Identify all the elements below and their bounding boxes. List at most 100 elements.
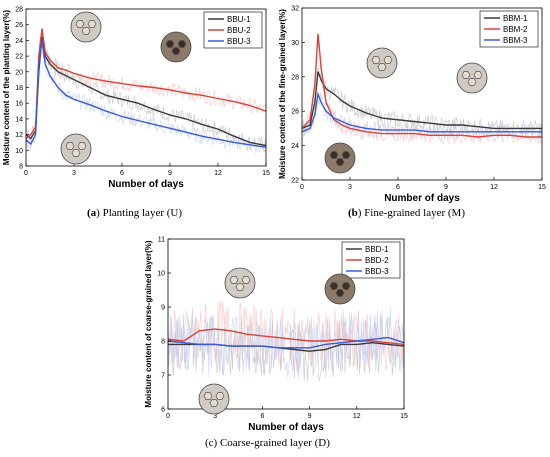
x-tick-label: 12 xyxy=(353,413,361,420)
series-line-BBU-2 xyxy=(25,28,267,140)
y-tick-label: 7 xyxy=(161,373,165,380)
series-line-BBD-2 xyxy=(167,328,405,346)
chart-a-svg: 0 3 6 9 12 15 8 10 12 14 16 18 20 22 24 26 28 Number of d… xyxy=(2,7,270,191)
x-tick-label: 3 xyxy=(348,184,352,191)
y-tick-label: 26 xyxy=(15,22,23,29)
noise-band-BBU-3 xyxy=(25,42,267,154)
x-tick-label: 0 xyxy=(166,413,170,420)
hexagon-cell-icon xyxy=(87,20,97,28)
inset-photo-circle xyxy=(324,273,356,305)
caption-a-letter: (a xyxy=(87,207,97,219)
x-tick-label: 15 xyxy=(538,184,546,191)
caption-b-text: ) Fine-grained layer (M) xyxy=(357,207,465,219)
x-axis-label: Number of days xyxy=(248,422,324,433)
hexagon-cell-icon xyxy=(335,158,345,166)
hexagon-cell-icon xyxy=(215,392,225,400)
x-tick-label: 6 xyxy=(120,170,124,177)
y-tick-label: 11 xyxy=(158,237,165,244)
hexagon-cell-icon xyxy=(473,71,483,79)
x-tick-label: 12 xyxy=(214,170,222,177)
y-tick-label: 26 xyxy=(291,109,299,116)
chart-b-svg: 0 3 6 9 12 15 22 24 26 28 30 32 Number of days Moistu… xyxy=(278,6,546,205)
inset-photo-circle xyxy=(324,142,356,174)
series-line-BBD-3 xyxy=(167,336,405,349)
inset-photo-1 xyxy=(224,267,256,299)
hexagon-cell-icon xyxy=(329,151,339,159)
inset-photo-2 xyxy=(324,273,356,305)
hexagon-cell-icon xyxy=(341,151,351,159)
legend: BBD-1 BBD-2 BBD-3 xyxy=(341,241,401,279)
x-tick-label: 0 xyxy=(300,184,304,191)
caption-a: (a) Planting layer (U) xyxy=(87,207,182,219)
hexagon-cell-icon xyxy=(171,47,181,55)
y-tick-label: 9 xyxy=(161,305,165,312)
noise-band-BBU-1 xyxy=(25,39,267,153)
chart-panel-b: 0 3 6 9 12 15 22 24 26 28 30 32 Number of days Moistu… xyxy=(275,0,550,205)
noise-band-group xyxy=(25,33,267,154)
inset-photo-1 xyxy=(366,47,398,79)
x-tick-label: 3 xyxy=(213,413,217,420)
hexagon-cell-icon xyxy=(65,142,75,150)
hexagon-cell-icon xyxy=(241,276,251,284)
x-tick-label: 12 xyxy=(490,184,498,191)
legend: BBU-1 BBU-2 BBU-3 xyxy=(203,11,263,49)
x-tick-label: 15 xyxy=(262,170,270,177)
inset-photo-circle xyxy=(70,11,102,43)
plot-frame xyxy=(167,238,405,410)
inset-photo-circle xyxy=(456,62,488,94)
inset-photo-circle xyxy=(366,47,398,79)
x-axis-label: Number of days xyxy=(384,193,460,204)
y-tick-label: 24 xyxy=(15,38,23,45)
legend-label-BBM-2: BBM-2 xyxy=(503,25,528,34)
y-axis-label: Moisture content of the fine-grained lay… xyxy=(278,9,287,179)
legend-label-BBD-1: BBD-1 xyxy=(365,245,389,254)
hexagon-cell-icon xyxy=(467,78,477,86)
legend-label-BBD-3: BBD-3 xyxy=(365,267,389,276)
inset-photo-circle xyxy=(198,383,230,415)
legend-label-BBU-3: BBU-3 xyxy=(227,37,251,46)
hexagon-cell-icon xyxy=(235,283,245,291)
hexagon-cell-icon xyxy=(165,40,175,48)
noise-band-BBM-1 xyxy=(301,67,543,137)
y-tick-label: 10 xyxy=(15,148,23,155)
inset-photo-2 xyxy=(160,31,192,63)
caption-b-letter: (b xyxy=(348,207,358,219)
y-tick-label: 20 xyxy=(15,69,23,76)
y-tick-label: 22 xyxy=(15,54,23,61)
hexagon-cell-icon xyxy=(229,276,239,284)
series-line-BBU-3 xyxy=(25,40,267,148)
x-tick-label: 6 xyxy=(396,184,400,191)
caption-b: (b) Fine-grained layer (M) xyxy=(348,207,465,219)
hexagon-cell-icon xyxy=(383,56,393,64)
noise-band-group xyxy=(167,299,405,382)
noise-band-BBM-2 xyxy=(301,34,543,145)
inset-photo-3 xyxy=(456,62,488,94)
hexagon-cell-icon xyxy=(77,142,87,150)
legend-label-BBM-3: BBM-3 xyxy=(503,36,528,45)
hexagon-cell-icon xyxy=(341,282,351,290)
chart-c-svg: 0 3 6 9 12 15 6 7 8 9 10 11 Number of days Moisture c… xyxy=(144,237,408,434)
hexagon-cell-icon xyxy=(71,149,81,157)
x-axis-label: Number of days xyxy=(108,179,184,190)
hexagon-cell-icon xyxy=(177,40,187,48)
noise-band-BBM-3 xyxy=(301,93,543,141)
y-axis-label: Moisture content of the planting layer(%… xyxy=(2,10,11,165)
hexagon-cell-icon xyxy=(329,282,339,290)
x-tick-label: 9 xyxy=(444,184,448,191)
y-tick-label: 16 xyxy=(15,101,23,108)
y-tick-label: 28 xyxy=(291,74,299,81)
hexagon-cell-icon xyxy=(335,289,345,297)
y-tick-label: 8 xyxy=(161,339,165,346)
y-tick-label: 8 xyxy=(19,164,23,171)
noise-band-group xyxy=(301,34,543,145)
legend-label-BBU-1: BBU-1 xyxy=(227,15,251,24)
y-tick-label: 6 xyxy=(161,407,165,414)
legend-label-BBD-2: BBD-2 xyxy=(365,256,389,265)
hexagon-cell-icon xyxy=(75,20,85,28)
inset-photo-3 xyxy=(60,133,92,165)
caption-c-text: (c) Coarse-grained layer (D) xyxy=(205,437,330,449)
hexagon-cell-icon xyxy=(209,399,219,407)
series-line-BBM-3 xyxy=(301,91,542,133)
hexagon-cell-icon xyxy=(203,392,213,400)
y-tick-label: 30 xyxy=(291,40,299,47)
